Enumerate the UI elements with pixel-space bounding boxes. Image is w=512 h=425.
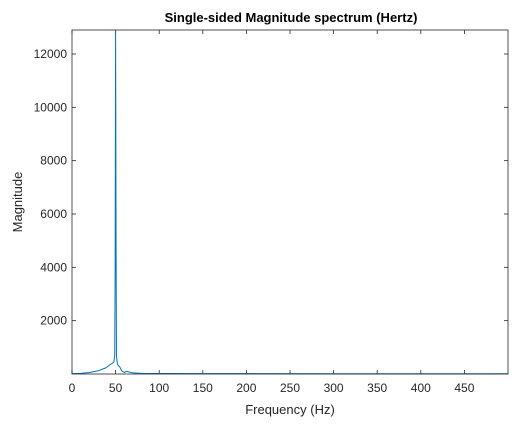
x-tick-label: 450 (454, 381, 474, 395)
x-tick-label: 200 (236, 381, 256, 395)
x-tick-label: 0 (69, 381, 76, 395)
plot-frame (71, 29, 509, 375)
x-tick-label: 400 (411, 381, 431, 395)
x-tick-label: 250 (280, 381, 300, 395)
y-axis-label: Magnitude (10, 172, 25, 233)
y-tick-label: 2000 (40, 314, 67, 328)
series-line-magnitude (71, 29, 508, 375)
y-axis-ticks: 2000 4000 6000 8000 10000 12000 (34, 47, 508, 328)
x-tick-label: 50 (109, 381, 123, 395)
x-tick-label: 150 (193, 381, 213, 395)
chart-title: Single-sided Magnitude spectrum (Hertz) (165, 10, 418, 25)
y-tick-label: 8000 (40, 154, 67, 168)
y-tick-label: 6000 (40, 207, 67, 221)
y-tick-label: 4000 (40, 260, 67, 274)
x-axis-label: Frequency (Hz) (245, 402, 335, 417)
x-tick-label: 300 (324, 381, 344, 395)
plot-area (72, 30, 508, 374)
x-tick-label: 350 (367, 381, 387, 395)
y-tick-label: 12000 (34, 47, 68, 61)
x-tick-label: 100 (149, 381, 169, 395)
y-tick-label: 10000 (34, 100, 68, 114)
